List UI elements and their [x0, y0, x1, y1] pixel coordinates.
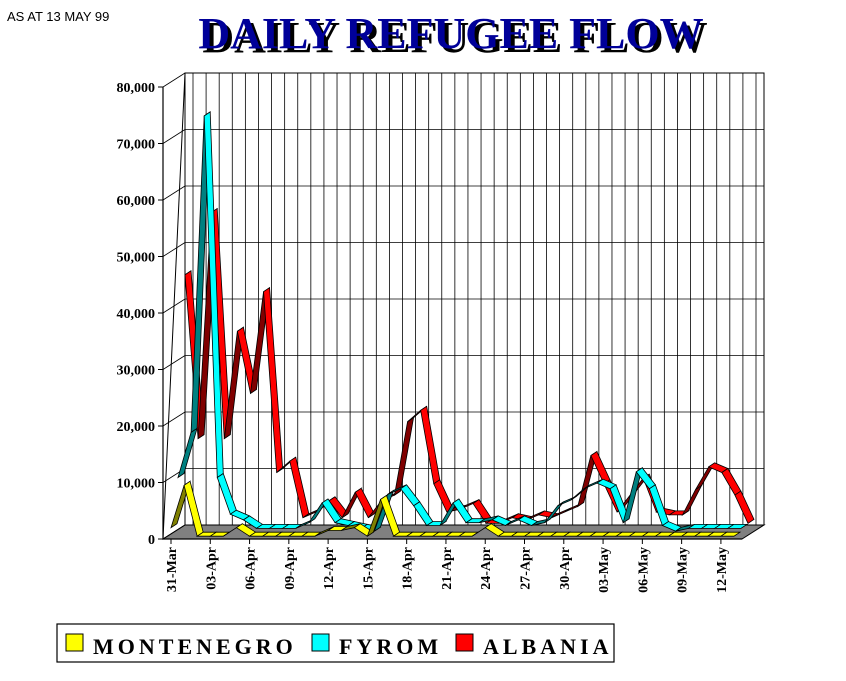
side-gridline [162, 129, 186, 144]
legend-label-albania: ALBANIA [483, 634, 612, 659]
gridlines [162, 72, 764, 540]
x-tick-label: 09-May [676, 547, 691, 593]
y-axis-ticks: 0 10,000 20,000 30,000 40,000 50,000 60,000 70,… [117, 81, 163, 548]
side-gridline [162, 524, 186, 540]
x-tick-label: 12-Apr [322, 547, 337, 590]
x-tick-label: 18-Apr [401, 547, 416, 590]
y-tick-label: 40,000 [117, 307, 156, 322]
x-tick-label: 21-Apr [440, 547, 455, 590]
legend-swatch-fyrom [311, 633, 330, 652]
x-tick-label: 06-May [636, 547, 651, 593]
y-tick-label: 80,000 [117, 81, 156, 96]
side-gridline [162, 72, 186, 88]
x-tick-label: 30-Apr [558, 547, 573, 590]
series-segment [734, 490, 755, 524]
y-tick-label: 10,000 [117, 477, 156, 492]
legend-box [56, 623, 615, 663]
legend-swatch-montenegro [65, 633, 84, 652]
side-gridline [162, 298, 186, 314]
series-segment [726, 523, 749, 529]
x-tick-label: 12-May [715, 547, 730, 593]
y-tick-label: 50,000 [117, 251, 156, 266]
y-tick-label: 30,000 [117, 364, 156, 379]
x-tick-label: 24-Apr [479, 547, 494, 590]
x-tick-label: 03-Apr [204, 547, 219, 590]
legend-label-montenegro: MONTENEGRO [93, 634, 297, 659]
series-ribbons [170, 111, 755, 538]
side-gridline [162, 185, 186, 201]
series-segment [719, 531, 742, 537]
x-tick-label: 15-Apr [361, 547, 376, 590]
legend-swatch-albania [455, 633, 474, 652]
side-gridline [162, 355, 186, 370]
plot-walls [161, 72, 766, 540]
y-tick-label: 0 [148, 533, 155, 548]
side-gridline [162, 411, 186, 427]
chart-title-shadow: DAILY REFUGEE FLOW [202, 13, 707, 62]
legend-label-fyrom: FYROM [339, 634, 442, 659]
as-at-date-note: AS AT 13 MAY 99 [7, 9, 110, 24]
x-tick-label: 27-Apr [519, 547, 534, 590]
x-tick-label: 09-Apr [283, 547, 298, 590]
x-tick-label: 03-May [597, 547, 612, 593]
legend: MONTENEGRO FYROM ALBANIA [56, 623, 615, 663]
x-tick-label: 31-Mar [165, 547, 180, 592]
y-tick-label: 20,000 [117, 420, 156, 435]
y-tick-label: 60,000 [117, 194, 156, 209]
y-tick-label: 70,000 [117, 138, 156, 153]
x-tick-label: 06-Apr [244, 547, 259, 590]
series-fyrom [177, 111, 749, 533]
chart-title: DAILY REFUGEE FLOW [198, 9, 703, 58]
series-montenegro [170, 480, 742, 538]
side-gridline [162, 242, 186, 257]
x-axis-ticks: 31-Mar 03-Apr 06-Apr 09-Apr 12-Apr 15-Apr 18-A… [165, 539, 730, 593]
